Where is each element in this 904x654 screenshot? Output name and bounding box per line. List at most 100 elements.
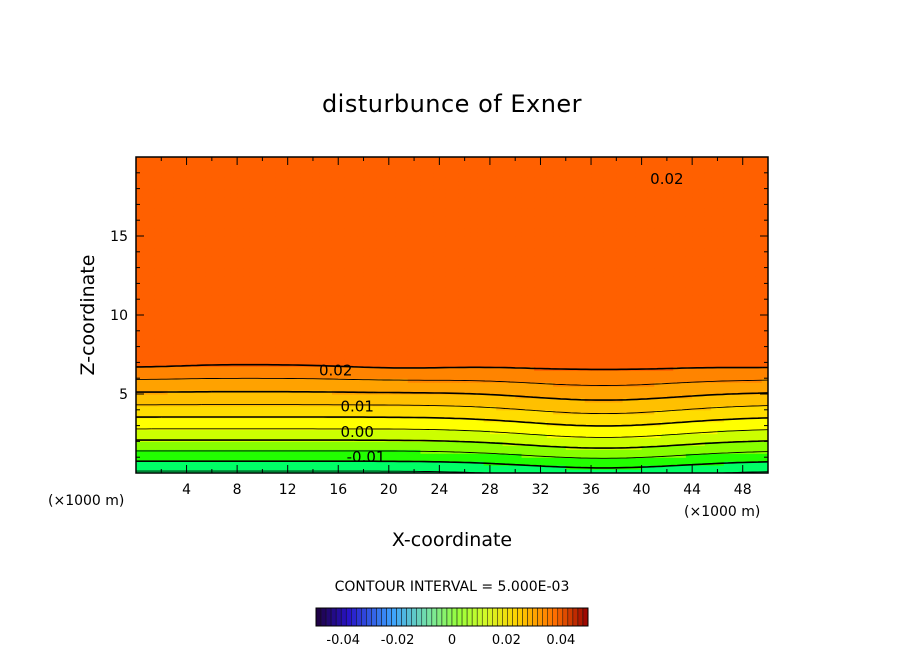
field-cell <box>723 287 731 292</box>
field-cell <box>717 283 725 288</box>
field-cell <box>679 390 687 395</box>
field-cell <box>616 382 624 387</box>
field-cell <box>458 303 466 308</box>
field-cell <box>357 386 365 391</box>
field-cell <box>136 370 143 375</box>
field-cell <box>338 275 346 281</box>
field-cell <box>395 291 403 296</box>
field-cell <box>369 374 377 379</box>
field-cell <box>338 445 346 450</box>
field-cell <box>692 374 700 379</box>
field-cell <box>578 405 586 411</box>
field-cell <box>616 386 624 391</box>
field-cell <box>654 291 662 296</box>
field-cell <box>521 362 529 367</box>
field-cell <box>647 326 655 332</box>
field-cell <box>628 453 636 458</box>
field-cell <box>540 457 548 462</box>
field-cell <box>148 405 156 411</box>
field-cell <box>211 287 219 292</box>
field-cell <box>167 350 175 356</box>
field-cell <box>281 275 289 281</box>
field-cell <box>218 465 226 470</box>
field-cell <box>186 461 194 466</box>
field-cell <box>249 358 257 363</box>
field-cell <box>540 453 548 458</box>
field-cell <box>243 461 251 466</box>
field-cell <box>414 465 421 470</box>
field-cell <box>237 326 245 332</box>
field-cell <box>742 334 750 340</box>
field-cell <box>192 346 200 352</box>
field-cell <box>660 291 668 296</box>
field-cell <box>508 370 516 375</box>
field-cell <box>578 318 586 324</box>
field-cell <box>679 401 687 407</box>
field-cell <box>275 453 282 458</box>
field-cell <box>591 346 598 352</box>
field-cell <box>666 461 674 466</box>
field-cell <box>527 390 535 395</box>
field-cell <box>654 330 662 336</box>
field-cell <box>325 386 333 391</box>
field-cell <box>249 417 257 423</box>
field-cell <box>312 374 320 379</box>
field-cell <box>660 382 668 387</box>
field-cell <box>218 453 226 458</box>
field-cell <box>136 449 143 454</box>
field-cell <box>755 307 763 312</box>
field-cell <box>268 354 276 360</box>
field-cell <box>711 322 719 328</box>
field-cell <box>237 279 245 284</box>
field-cell <box>698 366 706 371</box>
field-cell <box>167 433 175 439</box>
field-cell <box>565 374 573 379</box>
field-cell <box>483 299 491 304</box>
field-cell <box>717 445 725 450</box>
field-cell <box>483 386 491 391</box>
field-cell <box>578 453 586 458</box>
field-cell <box>452 334 459 340</box>
field-cell <box>218 326 226 332</box>
field-cell <box>350 386 358 391</box>
field-cell <box>698 283 706 288</box>
field-cell <box>521 318 529 324</box>
field-cell <box>205 449 213 454</box>
field-cell <box>521 322 529 328</box>
field-cell <box>553 287 561 292</box>
field-cell <box>407 461 415 466</box>
field-cell <box>755 322 763 328</box>
field-cell <box>635 401 643 407</box>
field-cell <box>237 382 245 387</box>
field-cell <box>369 465 377 470</box>
field-cell <box>673 318 681 324</box>
field-cell <box>148 279 156 284</box>
field-cell <box>489 409 497 415</box>
field-cell <box>610 350 617 356</box>
field-cell <box>211 299 219 304</box>
field-cell <box>211 295 219 300</box>
field-cell <box>673 382 681 387</box>
field-cell <box>641 334 649 340</box>
field-cell <box>635 350 643 356</box>
field-cell <box>445 279 453 284</box>
field-cell <box>205 378 213 383</box>
field-cell <box>502 445 510 450</box>
field-cell <box>628 386 636 391</box>
field-cell <box>610 275 617 281</box>
field-cell <box>711 362 719 367</box>
field-cell <box>736 429 744 435</box>
field-cell <box>294 303 301 308</box>
field-cell <box>325 295 333 300</box>
field-cell <box>382 370 390 375</box>
field-cell <box>275 330 282 336</box>
field-cell <box>407 322 415 328</box>
field-cell <box>325 397 333 403</box>
field-cell <box>414 291 421 296</box>
field-cell <box>755 397 763 403</box>
field-cell <box>723 307 731 312</box>
field-cell <box>673 445 681 450</box>
field-cell <box>249 279 257 284</box>
field-cell <box>458 330 466 336</box>
field-cell <box>647 378 655 383</box>
